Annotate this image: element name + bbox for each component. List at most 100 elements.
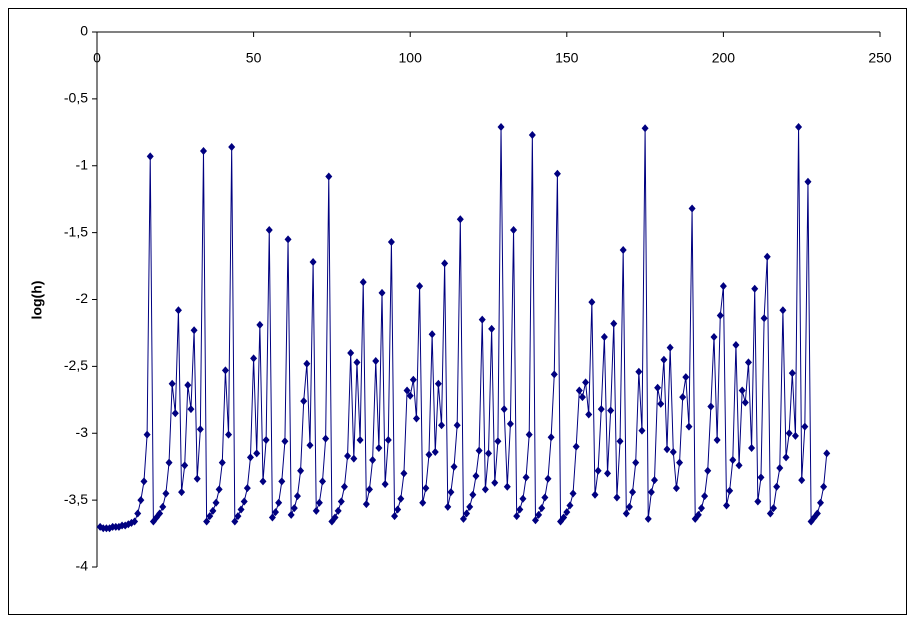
- marker: [199, 147, 207, 156]
- marker: [450, 462, 458, 471]
- marker: [657, 399, 665, 408]
- marker: [795, 122, 803, 131]
- marker: [760, 314, 768, 323]
- marker: [751, 284, 759, 293]
- marker: [394, 505, 402, 514]
- marker: [228, 143, 236, 152]
- marker: [441, 259, 449, 268]
- marker: [741, 398, 749, 407]
- marker: [259, 477, 267, 486]
- marker: [240, 497, 248, 506]
- marker: [168, 379, 176, 388]
- marker: [544, 474, 552, 483]
- marker: [763, 252, 771, 261]
- marker: [666, 343, 674, 352]
- marker: [146, 152, 154, 161]
- y-tick-label: -1,5: [64, 223, 88, 239]
- marker: [134, 509, 142, 518]
- marker: [538, 504, 546, 513]
- marker: [735, 461, 743, 470]
- marker: [203, 517, 211, 526]
- marker: [434, 379, 442, 388]
- marker: [143, 430, 151, 439]
- marker: [485, 449, 492, 458]
- marker: [356, 435, 364, 444]
- y-tick-label: -3: [76, 424, 89, 440]
- marker: [412, 414, 420, 423]
- marker: [250, 354, 258, 363]
- marker: [732, 340, 740, 349]
- marker: [193, 474, 201, 483]
- marker: [209, 506, 217, 515]
- marker: [488, 324, 496, 333]
- marker: [463, 509, 471, 518]
- marker: [253, 449, 261, 458]
- marker: [456, 215, 464, 224]
- marker: [431, 447, 439, 456]
- marker: [500, 405, 508, 414]
- marker: [726, 486, 734, 495]
- marker: [701, 492, 709, 501]
- marker: [801, 422, 809, 431]
- marker: [716, 311, 724, 320]
- marker: [475, 446, 483, 455]
- marker: [820, 482, 828, 491]
- marker: [397, 494, 405, 503]
- marker: [137, 496, 145, 505]
- marker: [322, 434, 330, 443]
- marker: [275, 498, 283, 507]
- marker: [663, 445, 671, 454]
- marker: [422, 484, 430, 493]
- marker: [547, 433, 555, 442]
- marker: [162, 489, 170, 498]
- marker: [585, 410, 593, 419]
- marker: [604, 469, 612, 478]
- marker: [798, 476, 806, 485]
- marker: [644, 514, 652, 523]
- marker: [607, 406, 615, 415]
- marker: [459, 514, 467, 523]
- marker: [704, 466, 712, 475]
- marker: [519, 494, 527, 503]
- marker: [748, 443, 756, 452]
- marker: [272, 508, 280, 517]
- y-tick-label: 0: [80, 23, 88, 39]
- marker: [174, 306, 182, 315]
- marker: [776, 464, 784, 473]
- marker: [535, 510, 543, 519]
- marker: [184, 381, 192, 390]
- marker: [723, 501, 731, 510]
- marker: [613, 493, 621, 502]
- marker: [281, 437, 289, 446]
- marker: [350, 454, 358, 463]
- marker: [234, 512, 242, 521]
- marker: [625, 502, 633, 511]
- marker: [409, 375, 417, 384]
- marker: [497, 122, 505, 131]
- marker: [481, 485, 489, 494]
- marker: [531, 516, 539, 525]
- marker: [669, 447, 677, 456]
- marker: [293, 492, 301, 501]
- marker: [522, 473, 530, 482]
- marker: [525, 430, 533, 439]
- marker: [262, 435, 270, 444]
- marker: [719, 282, 727, 291]
- y-tick-label: -4: [76, 558, 89, 574]
- marker: [729, 456, 737, 464]
- marker: [744, 358, 752, 367]
- marker: [506, 419, 514, 428]
- marker: [406, 391, 414, 400]
- marker: [697, 504, 705, 513]
- marker: [187, 405, 195, 414]
- y-tick-label: -3,5: [64, 491, 88, 507]
- marker: [713, 435, 721, 444]
- marker: [660, 355, 668, 364]
- marker: [588, 298, 596, 307]
- y-tick-label: -0,5: [64, 90, 88, 106]
- marker: [438, 421, 446, 430]
- marker: [569, 489, 577, 498]
- marker: [246, 453, 254, 462]
- marker: [221, 366, 229, 375]
- marker: [757, 473, 765, 482]
